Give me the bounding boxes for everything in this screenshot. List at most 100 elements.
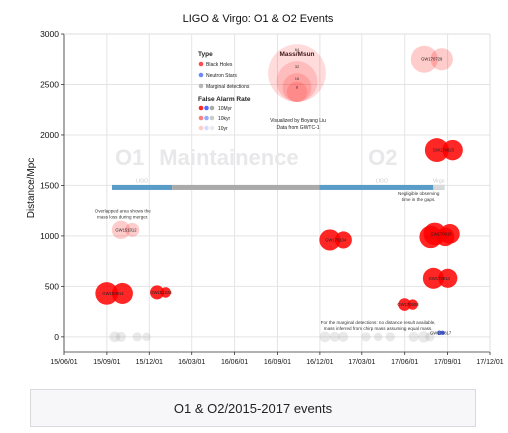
event-label: GW170608 xyxy=(397,302,419,307)
run-bar-virgo xyxy=(433,184,445,190)
event-label: GW151012 xyxy=(115,227,137,232)
legend-mass-label: 8 xyxy=(296,85,299,90)
legend-far-label: 10Myr xyxy=(218,106,232,112)
caption-text: O1 & O2/2015-2017 events xyxy=(173,400,333,416)
marginal-point xyxy=(338,331,349,342)
legend-far-marker xyxy=(209,125,215,131)
run-label: Virgo xyxy=(433,178,445,184)
event-markers: GW150914 GW151012 GW151226 GW170104 GW170608… xyxy=(95,45,463,336)
x-tick-label: 15/09/01 xyxy=(93,359,120,366)
annotation-text: Negligible observing xyxy=(398,191,440,196)
marginal-point xyxy=(329,331,340,342)
marginal-detections xyxy=(109,331,435,343)
event-primary-mass xyxy=(437,330,442,336)
event-label: GW170729 xyxy=(421,57,443,62)
x-tick-label: 15/06/01 xyxy=(50,359,77,366)
legend-far-label: 10kyr xyxy=(218,116,231,122)
x-tick-label: 16/12/01 xyxy=(306,359,333,366)
legend-far-marker xyxy=(204,125,209,131)
legend: Type Black Holes Neutron Stars Marginal det… xyxy=(198,44,326,132)
legend-far-marker xyxy=(204,105,209,111)
legend-mass-label: 32 xyxy=(295,64,300,69)
x-tick-label: 16/03/01 xyxy=(178,359,205,366)
event-primary-mass xyxy=(422,267,444,289)
legend-type-marker xyxy=(198,72,204,78)
x-tick-label: 16/09/01 xyxy=(264,359,291,366)
event-secondary-mass xyxy=(440,224,460,244)
event-primary-mass xyxy=(111,220,131,240)
legend-mass-circle xyxy=(286,81,308,102)
run-bar-o1 xyxy=(112,184,173,190)
legend-type-label: Neutron Stars xyxy=(206,73,237,79)
marginal-point xyxy=(132,332,142,342)
period-label: Maintainence xyxy=(159,145,298,170)
annotation-text: mass inferred from chirp mass assuming e… xyxy=(324,326,433,331)
event-secondary-mass xyxy=(111,282,133,304)
legend-mass-circle xyxy=(282,73,312,102)
annotation-text: Overlapped area shows the xyxy=(95,209,152,214)
y-tick-label: 1000 xyxy=(40,231,59,241)
x-tick-label: 17/03/01 xyxy=(348,359,375,366)
event-secondary-mass xyxy=(440,330,445,335)
event-label: GW170817 xyxy=(430,330,452,335)
legend-far-marker xyxy=(198,115,204,121)
axes: 0 500 1000 1500 2000 2500 3000 15/06/01 15/09/01… xyxy=(40,29,504,366)
annotation-text: For the marginal detections: no distance… xyxy=(321,320,436,325)
marginal-point xyxy=(319,331,331,343)
event-label: GW151226 xyxy=(150,290,172,295)
event-primary-mass xyxy=(423,222,447,246)
legend-mass-title: Mass/Msun xyxy=(279,51,314,58)
run-label: LIGO xyxy=(376,178,388,184)
marginal-point xyxy=(142,332,151,342)
legend-far-marker xyxy=(209,115,215,121)
legend-type-label: Marginal detections xyxy=(206,84,250,90)
legend-type-marker xyxy=(198,83,204,89)
legend-far-marker xyxy=(204,115,209,121)
y-axis-label: Distance/Mpc xyxy=(26,158,37,219)
x-tick-label: 17/06/01 xyxy=(391,359,418,366)
event-secondary-mass xyxy=(160,287,171,298)
legend-far-title: False Alarm Rate xyxy=(198,96,251,103)
period-labels: O1 Maintainence O2 xyxy=(115,145,397,170)
event-secondary-mass xyxy=(438,268,458,288)
annotation-text: mass loss during merger. xyxy=(97,215,148,220)
marginal-point xyxy=(361,332,371,342)
y-tick-label: 1500 xyxy=(40,180,59,190)
credit-text: Data from GWTC-1 xyxy=(276,125,319,131)
y-tick-label: 2500 xyxy=(40,79,59,89)
event-secondary-mass xyxy=(407,299,418,310)
marginal-point xyxy=(408,331,419,342)
legend-mass-label: 16 xyxy=(295,76,300,81)
legend-type-title: Type xyxy=(198,51,213,58)
event-label: GW170814 xyxy=(429,276,451,281)
event-label: GW170823 xyxy=(433,148,455,153)
marginal-point xyxy=(109,331,121,343)
event-primary-mass xyxy=(410,45,438,73)
legend-far-label: 10yr xyxy=(218,126,228,132)
y-tick-label: 2000 xyxy=(40,130,59,140)
event-primary-mass xyxy=(319,229,341,251)
x-tick-label: 16/06/01 xyxy=(221,359,248,366)
marginal-point xyxy=(115,331,126,342)
legend-far-marker xyxy=(209,105,215,111)
marginal-point xyxy=(385,332,395,342)
y-tick-label: 500 xyxy=(45,281,59,291)
period-label: O1 xyxy=(115,145,144,170)
legend-mass-circle xyxy=(268,44,326,102)
event-label: GW170104 xyxy=(325,237,347,242)
event-primary-mass xyxy=(398,298,411,311)
credit-text: Visualized by Boyang Liu xyxy=(270,118,326,124)
observing-run-bars: LIGO LIGO Virgo xyxy=(112,178,445,190)
chart-container: LIGO & Virgo: O1 & O2 Events Distance/Mp… xyxy=(26,13,504,366)
event-secondary-mass xyxy=(430,48,453,71)
legend-type-label: Black Holes xyxy=(206,62,233,68)
marginal-point xyxy=(418,331,430,343)
event-secondary-mass xyxy=(334,231,352,249)
run-bar-maintainence xyxy=(172,184,320,190)
y-tick-label: 3000 xyxy=(40,29,59,39)
figure-caption: O1 & O2/2015-2017 events xyxy=(30,389,476,427)
event-label: GW170818 xyxy=(430,231,452,236)
legend-mass-label: 64 xyxy=(295,47,300,52)
annotation-text: time in the gaps. xyxy=(402,197,436,202)
